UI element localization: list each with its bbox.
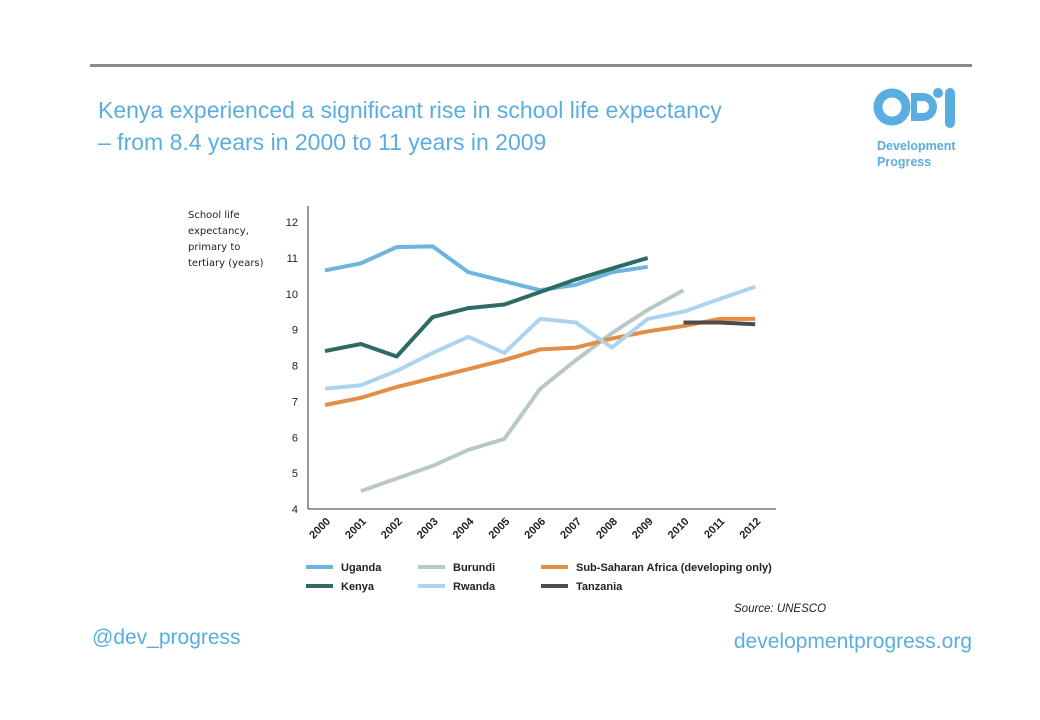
x-tick-label: 2003 [415,516,441,542]
y-tick-label: 12 [286,217,298,229]
odi-logo: Development Progress [873,86,973,176]
x-tick-label: 2001 [343,516,369,542]
x-tick-label: 2004 [451,515,477,541]
y-tick-label: 8 [292,361,298,373]
source-note: Source: UNESCO [734,603,827,615]
x-tick-label: 2010 [666,516,692,542]
y-axis-caption-line: primary to [188,242,241,253]
legend-label: Rwanda [453,581,496,593]
y-tick-label: 4 [292,504,298,516]
series-line-tanzania [683,320,756,327]
title-line-2: – from 8.4 years in 2000 to 11 years in … [98,129,547,155]
y-tick-label: 7 [292,396,298,408]
series-line-sub-saharan-africa-developing-only [324,316,756,407]
x-tick-label: 2012 [738,516,764,542]
series-line-uganda [324,244,648,293]
y-axis-caption-line: expectancy, [188,226,249,237]
x-tick-label: 2011 [702,516,727,541]
y-tick-label: 6 [292,432,298,444]
x-tick-label: 2009 [630,516,656,542]
y-axis-caption: School life expectancy, primary to terti… [188,208,278,272]
twitter-handle[interactable]: @dev_progress [92,626,241,649]
legend-label: Tanzania [576,581,623,593]
title-line-1: Kenya experienced a significant rise in … [98,97,722,123]
page-title: Kenya experienced a significant rise in … [98,94,858,158]
logo-text-line-1: Development [877,139,956,153]
logo-text: Development Progress [877,138,956,170]
y-axis-caption-line: tertiary (years) [188,258,264,269]
top-rule [90,64,972,67]
x-tick-label: 2007 [558,516,584,542]
y-tick-label: 9 [292,325,298,337]
legend-label: Kenya [341,581,375,593]
logo-text-line-2: Progress [877,155,932,169]
x-tick-label: 2000 [307,516,333,542]
legend-label: Uganda [341,562,382,574]
x-tick-label: 2008 [594,516,620,542]
odi-logo-mark [873,88,955,128]
series-line-rwanda [324,284,756,391]
x-tick-label: 2002 [379,516,405,542]
series-line-burundi [360,288,685,493]
legend-label: Burundi [453,562,495,574]
x-tick-label: 2006 [522,516,548,542]
website-link[interactable]: developmentprogress.org [733,630,972,653]
y-tick-label: 5 [292,468,298,480]
series-line-kenya [324,255,649,359]
y-tick-label: 11 [287,253,298,265]
y-tick-label: 10 [286,289,298,301]
legend-label: Sub-Saharan Africa (developing only) [576,562,772,574]
x-tick-label: 2005 [487,516,513,542]
y-axis-caption-line: School life [188,210,240,221]
